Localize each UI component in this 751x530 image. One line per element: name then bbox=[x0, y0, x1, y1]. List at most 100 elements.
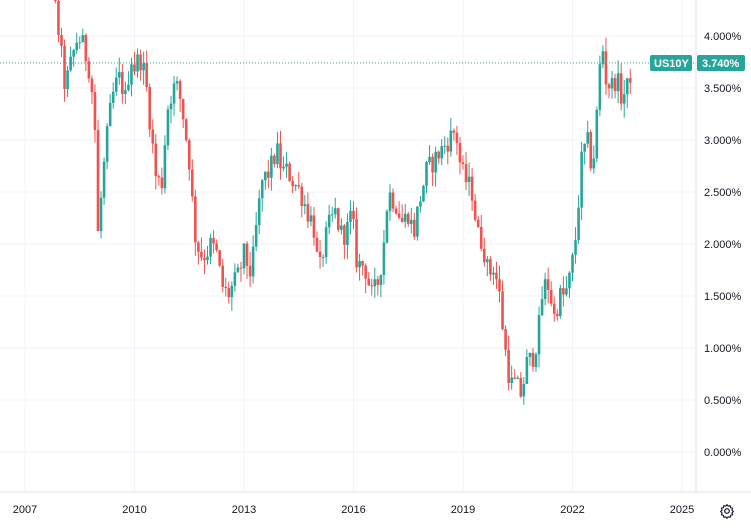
candle-body bbox=[251, 246, 255, 277]
candles bbox=[54, 0, 632, 405]
candle-body bbox=[486, 259, 489, 263]
candle-body bbox=[130, 64, 133, 85]
last-value-badge-text: 3.740% bbox=[702, 58, 740, 70]
candle-body bbox=[218, 250, 221, 266]
candle-body bbox=[57, 0, 60, 35]
candle-body bbox=[227, 287, 231, 298]
candle-body bbox=[546, 279, 550, 291]
settings-gear-button[interactable] bbox=[716, 500, 738, 522]
candle-body bbox=[224, 286, 228, 288]
candle-body bbox=[555, 313, 559, 317]
candle-body bbox=[327, 214, 331, 228]
candle-body bbox=[288, 163, 291, 181]
candle-body bbox=[461, 162, 465, 165]
candle-body bbox=[589, 132, 593, 169]
candle-body bbox=[549, 290, 553, 304]
candle-body bbox=[528, 352, 532, 357]
candle-body bbox=[379, 274, 383, 285]
candle-body bbox=[117, 72, 121, 78]
candle-body bbox=[559, 288, 562, 317]
candle-body bbox=[257, 198, 261, 226]
candle-body bbox=[127, 84, 130, 91]
candle-body bbox=[422, 185, 425, 202]
candle-body bbox=[236, 267, 240, 273]
candle-body bbox=[254, 225, 258, 247]
candle-body bbox=[373, 279, 377, 287]
candle-body bbox=[87, 61, 91, 79]
candle-body bbox=[102, 161, 106, 198]
candle-body bbox=[595, 109, 599, 159]
candle-body bbox=[492, 272, 495, 275]
y-tick-label: 0.000% bbox=[704, 447, 742, 459]
x-tick-label: 2019 bbox=[451, 504, 475, 516]
candle-body bbox=[108, 102, 112, 127]
x-axis: 2007 2010 2013 2016 2019 2022 2025 bbox=[0, 491, 751, 516]
candle-body bbox=[267, 171, 270, 178]
candle-body bbox=[400, 217, 404, 222]
candle-body bbox=[403, 213, 407, 222]
candle-body bbox=[601, 51, 605, 65]
candle-body bbox=[84, 35, 88, 62]
candle-body bbox=[242, 243, 246, 269]
candle-body bbox=[121, 72, 124, 94]
candle-body bbox=[577, 207, 580, 241]
candle-body bbox=[333, 208, 337, 215]
candle-body bbox=[72, 50, 75, 57]
candle-body bbox=[619, 73, 623, 104]
candle-body bbox=[343, 225, 346, 245]
candle-body bbox=[215, 243, 218, 251]
candle-body bbox=[330, 214, 334, 216]
x-tick-label: 2013 bbox=[232, 504, 256, 516]
candle-body bbox=[142, 63, 145, 71]
candle-body bbox=[504, 329, 507, 350]
candle-body bbox=[270, 155, 273, 178]
y-tick-label: 2.000% bbox=[704, 239, 742, 251]
candle-body bbox=[610, 78, 614, 89]
candle-body bbox=[209, 237, 212, 257]
candle-body bbox=[449, 130, 453, 152]
candle-body bbox=[440, 146, 444, 159]
candle-body bbox=[78, 42, 82, 44]
candle-body bbox=[425, 162, 428, 186]
last-value-badge bbox=[697, 55, 745, 72]
candle-body bbox=[516, 377, 520, 379]
candle-body bbox=[495, 272, 498, 280]
x-tick-label: 2016 bbox=[341, 504, 365, 516]
candle-body bbox=[568, 272, 571, 289]
candle-body bbox=[352, 210, 355, 220]
candle-body bbox=[437, 151, 440, 159]
candle-body bbox=[245, 243, 249, 266]
candle-body bbox=[318, 251, 322, 258]
candle-body bbox=[297, 185, 301, 187]
y-tick-label: 3.000% bbox=[704, 135, 742, 147]
candle-body bbox=[309, 215, 313, 222]
candle-body bbox=[336, 208, 340, 230]
candle-body bbox=[467, 176, 471, 183]
candle-body bbox=[406, 213, 410, 224]
candle-body bbox=[197, 242, 200, 252]
candle-body bbox=[604, 51, 608, 85]
candle-body bbox=[96, 130, 100, 232]
candle-body bbox=[586, 132, 590, 144]
candle-body bbox=[562, 288, 565, 295]
candle-body bbox=[133, 64, 136, 72]
y-tick-label: 0.500% bbox=[704, 395, 742, 407]
candle-body bbox=[157, 176, 161, 178]
candle-body bbox=[60, 34, 63, 46]
candle-body bbox=[75, 42, 79, 51]
candle-body bbox=[428, 156, 431, 163]
x-tick-label: 2007 bbox=[13, 504, 37, 516]
candle-body bbox=[364, 265, 367, 279]
candle-body bbox=[203, 257, 206, 261]
candle-body bbox=[124, 90, 127, 94]
candle-body bbox=[510, 377, 513, 383]
candle-body bbox=[476, 219, 480, 227]
candle-body bbox=[136, 54, 139, 72]
candle-body bbox=[434, 151, 437, 173]
candle-body bbox=[355, 219, 358, 268]
candle-body bbox=[187, 140, 191, 170]
candle-body bbox=[625, 78, 629, 95]
y-tick-label: 4.000% bbox=[704, 31, 742, 43]
candle-body bbox=[446, 145, 450, 152]
